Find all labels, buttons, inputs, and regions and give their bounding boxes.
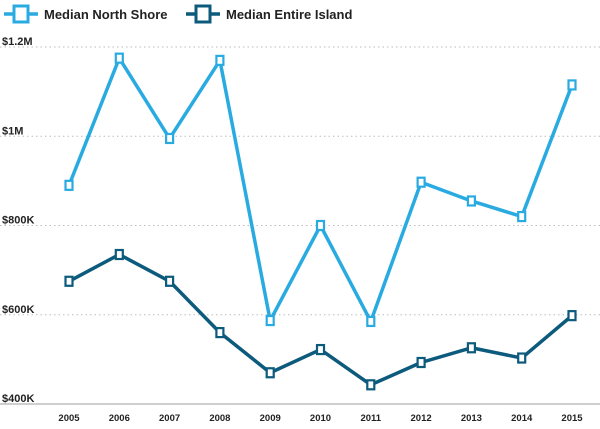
data-point bbox=[315, 343, 326, 356]
series-layer bbox=[64, 52, 577, 391]
data-point bbox=[265, 367, 275, 379]
data-point bbox=[466, 342, 476, 354]
y-tick-label: $800K bbox=[2, 215, 34, 227]
legend-marker-swatch bbox=[12, 4, 30, 24]
data-point bbox=[366, 315, 376, 328]
legend-entry: Median North Shore bbox=[4, 4, 168, 24]
legend-label: Median Entire Island bbox=[226, 7, 352, 22]
legend: Median North Shore Median Entire Island bbox=[4, 4, 352, 24]
grid-lines bbox=[0, 46, 600, 405]
data-point bbox=[517, 352, 527, 364]
y-tick-label: $400K bbox=[2, 393, 34, 405]
series-line bbox=[67, 252, 574, 387]
y-tick-label: $600K bbox=[2, 304, 34, 316]
legend-entry: Median Entire Island bbox=[186, 4, 352, 24]
x-tick-label: 2012 bbox=[411, 413, 432, 424]
y-tick-label: $1.2M bbox=[2, 36, 33, 48]
y-tick-label: $1M bbox=[2, 125, 23, 137]
data-point bbox=[265, 314, 275, 327]
legend-label: Median North Shore bbox=[44, 7, 168, 22]
x-axis: 2005 2006 2007 2008 2009 2010 2011 2012 2013 2014… bbox=[58, 413, 583, 424]
x-tick-label: 2007 bbox=[159, 413, 180, 424]
data-point bbox=[165, 132, 175, 145]
data-point bbox=[567, 79, 577, 91]
x-tick-label: 2009 bbox=[260, 413, 281, 424]
data-point bbox=[517, 210, 527, 223]
legend-marker-swatch bbox=[194, 4, 212, 24]
x-tick-label: 2013 bbox=[461, 413, 482, 424]
data-point bbox=[315, 219, 326, 232]
x-tick-label: 2010 bbox=[310, 413, 331, 424]
x-tick-label: 2008 bbox=[209, 413, 230, 424]
data-point bbox=[215, 327, 225, 339]
y-axis: $400K $600K $800K $1M $1.2M bbox=[2, 36, 34, 405]
x-tick-label: 2005 bbox=[58, 413, 80, 424]
series-line bbox=[67, 56, 574, 324]
data-point bbox=[567, 310, 577, 322]
data-point bbox=[466, 195, 476, 207]
series-entire-island bbox=[64, 248, 577, 391]
data-point bbox=[114, 52, 124, 64]
x-tick-label: 2014 bbox=[511, 413, 533, 424]
data-point bbox=[416, 176, 426, 188]
series-north-shore bbox=[64, 52, 577, 328]
data-point bbox=[114, 248, 124, 261]
x-tick-label: 2011 bbox=[360, 413, 381, 424]
data-point bbox=[366, 379, 376, 391]
x-tick-label: 2015 bbox=[561, 413, 583, 424]
data-point bbox=[416, 356, 426, 369]
data-point bbox=[64, 179, 74, 191]
data-point bbox=[64, 275, 74, 287]
data-point bbox=[165, 275, 175, 287]
x-tick-label: 2006 bbox=[109, 413, 130, 424]
data-point bbox=[215, 54, 225, 66]
